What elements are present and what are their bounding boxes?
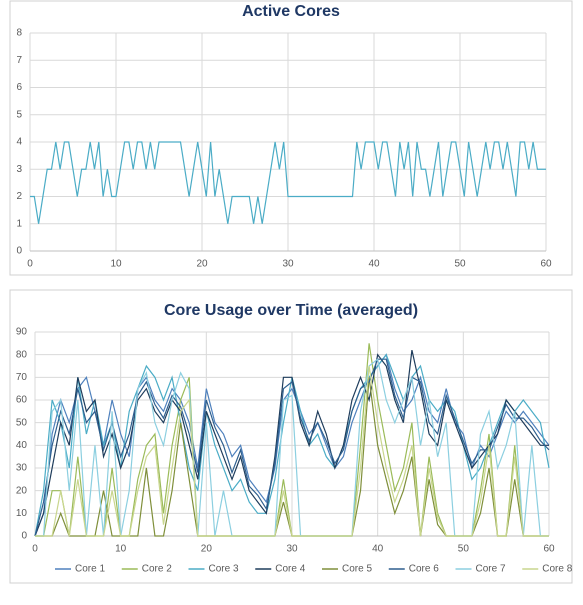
x-tick-label: 20	[201, 544, 213, 555]
legend-label: Core 7	[476, 564, 506, 575]
y-tick-label: 0	[16, 246, 22, 257]
data-line	[34, 358, 550, 537]
legend-label: Core 4	[275, 564, 305, 575]
data-line	[34, 349, 549, 537]
data-line	[35, 365, 549, 537]
y-tick-label: 0	[21, 531, 27, 542]
y-tick-label: 7	[16, 55, 22, 66]
y-tick-label: 2	[16, 191, 22, 202]
x-tick-label: 10	[110, 259, 122, 270]
data-line	[34, 353, 550, 537]
legend-label: Core 6	[409, 564, 439, 575]
y-tick-label: 20	[16, 485, 28, 496]
x-tick-label: 60	[543, 544, 555, 555]
x-tick-label: 30	[286, 544, 298, 555]
y-tick-label: 90	[16, 327, 28, 338]
chart-frame	[9, 289, 573, 584]
legend-label: Core 8	[542, 564, 572, 575]
y-tick-label: 70	[16, 372, 28, 383]
legend-label: Core 5	[342, 564, 372, 575]
x-tick-label: 40	[368, 259, 380, 270]
y-tick-label: 1	[16, 218, 22, 229]
x-tick-label: 40	[372, 544, 384, 555]
legend-label: Core 3	[209, 564, 239, 575]
chart-title: Core Usage over Time (averaged)	[164, 302, 418, 319]
y-tick-label: 80	[16, 349, 28, 360]
y-tick-label: 60	[16, 395, 28, 406]
chart-frame	[9, 0, 573, 276]
data-line	[30, 141, 546, 224]
y-tick-label: 8	[16, 28, 22, 39]
x-tick-label: 60	[540, 259, 552, 270]
y-tick-label: 50	[16, 417, 28, 428]
chart-title: Active Cores	[242, 3, 340, 20]
x-tick-label: 20	[196, 259, 208, 270]
y-tick-label: 40	[16, 440, 28, 451]
y-tick-label: 4	[16, 137, 22, 148]
legend-label: Core 2	[142, 564, 172, 575]
legend-label: Core 1	[75, 564, 105, 575]
y-tick-label: 10	[16, 508, 28, 519]
x-tick-label: 10	[115, 544, 127, 555]
y-tick-label: 5	[16, 109, 22, 120]
x-tick-label: 0	[27, 259, 33, 270]
y-tick-label: 30	[16, 463, 28, 474]
x-tick-label: 50	[458, 544, 470, 555]
x-tick-label: 50	[454, 259, 466, 270]
x-tick-label: 30	[282, 259, 294, 270]
y-tick-label: 6	[16, 82, 22, 93]
y-tick-label: 3	[16, 164, 22, 175]
x-tick-label: 0	[32, 544, 38, 555]
